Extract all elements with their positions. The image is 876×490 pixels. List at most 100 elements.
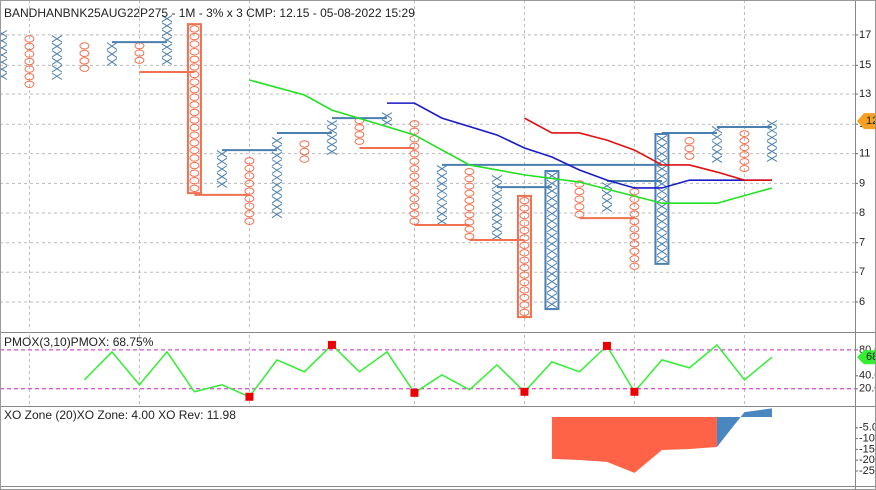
x-glyph bbox=[106, 58, 118, 66]
signal-marker bbox=[327, 340, 336, 349]
o-glyph bbox=[24, 80, 35, 88]
x-glyph bbox=[656, 210, 668, 218]
o-glyph bbox=[519, 286, 530, 294]
value-marker-label: 68 bbox=[866, 351, 876, 363]
o-glyph bbox=[24, 57, 35, 66]
o-glyph bbox=[409, 142, 420, 150]
x-glyph bbox=[491, 225, 503, 233]
x-glyph bbox=[656, 142, 668, 150]
x-glyph bbox=[0, 44, 8, 52]
o-glyph bbox=[519, 271, 530, 279]
y-tick-label: 40.00 bbox=[859, 370, 876, 382]
indicator-line bbox=[83, 343, 773, 398]
o-glyph bbox=[629, 225, 640, 233]
o-glyph bbox=[519, 278, 530, 287]
x-glyph bbox=[271, 196, 283, 204]
x-glyph bbox=[491, 196, 503, 204]
x-glyph bbox=[0, 30, 8, 38]
o-glyph bbox=[189, 169, 200, 177]
x-glyph bbox=[656, 187, 668, 196]
y-tick-label: 7 bbox=[859, 237, 865, 249]
o-glyph bbox=[739, 151, 750, 158]
o-glyph bbox=[739, 165, 750, 172]
x-glyph bbox=[436, 195, 448, 203]
x-glyph bbox=[436, 180, 448, 188]
o-glyph bbox=[464, 225, 475, 233]
x-glyph bbox=[0, 72, 8, 80]
o-glyph bbox=[409, 180, 420, 188]
o-glyph bbox=[464, 168, 475, 176]
x-glyph bbox=[271, 151, 283, 160]
o-glyph bbox=[299, 155, 310, 163]
x-glyph bbox=[216, 165, 228, 173]
x-glyph bbox=[546, 240, 558, 248]
o-glyph bbox=[629, 202, 640, 211]
o-glyph bbox=[79, 49, 90, 57]
x-glyph bbox=[436, 187, 448, 195]
x-glyph bbox=[546, 293, 558, 301]
o-glyph bbox=[24, 50, 35, 58]
o-glyph bbox=[519, 196, 530, 205]
x-glyph bbox=[656, 195, 668, 203]
x-glyph bbox=[711, 140, 723, 149]
o-glyph bbox=[189, 32, 200, 41]
o-glyph bbox=[684, 144, 695, 153]
y-tick-label: -15. bbox=[859, 443, 876, 455]
x-column bbox=[436, 165, 448, 225]
x-glyph bbox=[0, 51, 8, 59]
o-glyph bbox=[519, 293, 530, 302]
x-glyph bbox=[656, 232, 668, 241]
o-column bbox=[739, 130, 750, 172]
x-column bbox=[601, 182, 613, 213]
x-glyph bbox=[326, 120, 338, 127]
o-glyph bbox=[189, 63, 200, 71]
o-glyph bbox=[519, 301, 530, 309]
o-glyph bbox=[629, 232, 640, 241]
column-highlight bbox=[516, 194, 532, 319]
x-glyph bbox=[491, 232, 503, 240]
x-glyph bbox=[271, 210, 283, 219]
x-glyph bbox=[766, 148, 778, 155]
x-glyph bbox=[51, 72, 63, 80]
x-glyph bbox=[601, 189, 613, 197]
o-glyph bbox=[519, 211, 530, 220]
o-glyph bbox=[464, 175, 475, 183]
x-glyph bbox=[491, 174, 503, 183]
trend-line bbox=[249, 79, 773, 205]
x-glyph bbox=[271, 166, 283, 174]
x-glyph bbox=[656, 240, 668, 248]
x-glyph bbox=[546, 300, 558, 309]
x-glyph bbox=[161, 22, 173, 30]
x-glyph bbox=[546, 277, 558, 286]
x-glyph bbox=[436, 172, 448, 180]
o-glyph bbox=[189, 55, 200, 64]
o-glyph bbox=[189, 177, 200, 185]
o-glyph bbox=[409, 172, 420, 180]
o-glyph bbox=[519, 249, 530, 257]
x-glyph bbox=[546, 217, 558, 225]
x-column bbox=[711, 126, 723, 163]
x-glyph bbox=[161, 50, 173, 58]
o-glyph bbox=[684, 137, 695, 145]
y-tick-label: 15 bbox=[859, 59, 871, 71]
o-glyph bbox=[519, 219, 530, 227]
x-glyph bbox=[546, 255, 558, 263]
x-glyph bbox=[271, 181, 283, 189]
o-glyph bbox=[409, 165, 420, 173]
o-glyph bbox=[244, 202, 255, 210]
o-glyph bbox=[189, 184, 200, 193]
x-column bbox=[271, 137, 283, 219]
x-glyph bbox=[656, 165, 668, 173]
y-tick-label: 8 bbox=[859, 207, 865, 219]
x-glyph bbox=[601, 204, 613, 213]
o-glyph bbox=[464, 196, 475, 204]
x-glyph bbox=[0, 65, 8, 73]
o-glyph bbox=[79, 57, 90, 65]
signal-marker bbox=[410, 388, 419, 397]
x-glyph bbox=[106, 42, 118, 50]
o-glyph bbox=[189, 48, 200, 56]
o-glyph bbox=[409, 157, 420, 165]
x-glyph bbox=[656, 225, 668, 233]
